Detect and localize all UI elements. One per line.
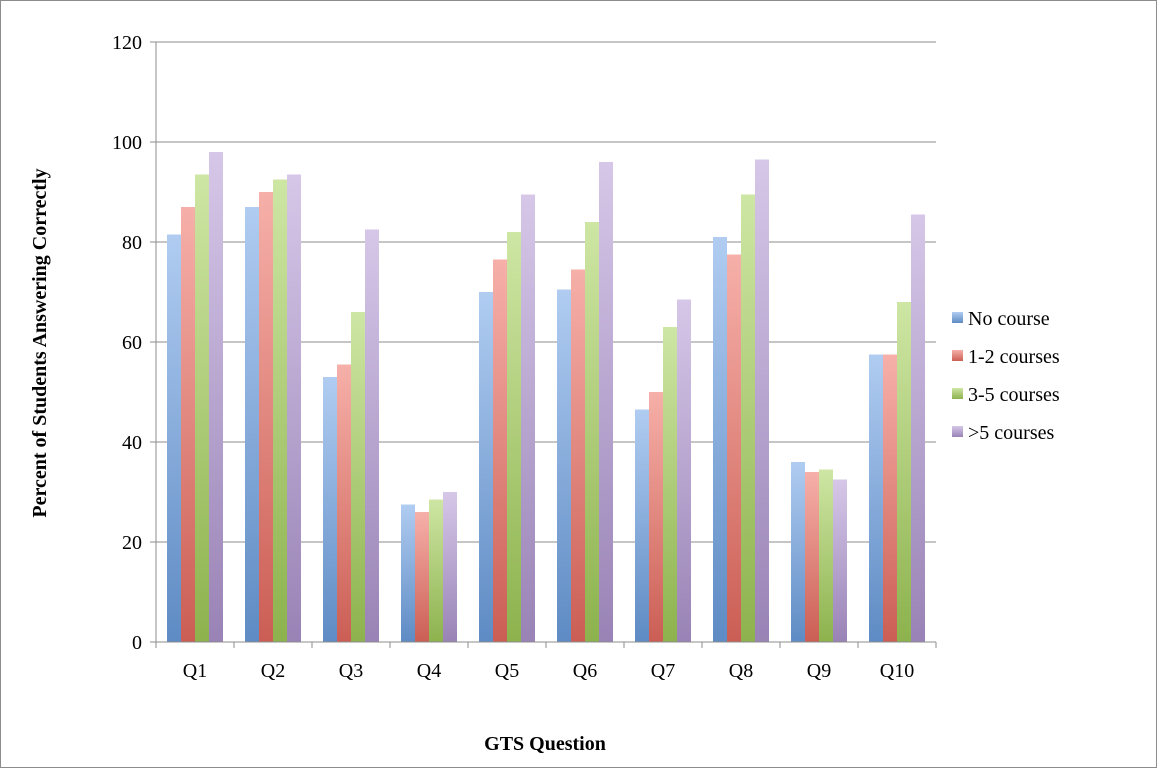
x-tick-label: Q10 [880,660,914,682]
bars [167,152,925,642]
bar [755,159,769,642]
x-tick-label: Q5 [495,660,519,682]
legend-swatch [952,388,963,399]
bar [649,392,663,642]
bar [727,254,741,642]
bar [557,289,571,642]
bar [181,207,195,642]
y-tick-label: 0 [132,632,142,654]
bar [911,214,925,642]
bar [259,192,273,642]
legend-swatch [952,312,963,323]
legend-label: No course [968,308,1050,330]
x-tick-label: Q7 [651,660,675,682]
bar [521,194,535,642]
bar [507,232,521,642]
bar [713,237,727,642]
y-axis-title: Percent of Students Answering Correctly [29,168,51,517]
bar [287,174,301,642]
bar [741,194,755,642]
x-tick-label: Q8 [729,660,753,682]
bar [429,499,443,642]
bar [443,492,457,642]
tick-labels: 0 20 40 60 80 100 120 Q1 Q2 Q3 Q4 Q5 Q6 Q7 Q8 Q9 Q10 [112,32,914,682]
bar [791,462,805,642]
y-tick-label: 120 [112,32,142,54]
bar [479,292,493,642]
y-tick-label: 60 [122,332,142,354]
x-tick-label: Q2 [261,660,285,682]
bar [663,327,677,642]
bar [415,512,429,642]
bar [195,174,209,642]
bar [323,377,337,642]
bar [351,312,365,642]
bar [209,152,223,642]
legend-swatch [952,426,963,437]
legend-swatch [952,350,963,361]
x-axis-title: GTS Question [484,733,606,755]
x-tick-label: Q6 [573,660,597,682]
bar [401,504,415,642]
bar [493,259,507,642]
legend: No course 1-2 courses 3-5 courses >5 course… [952,308,1060,444]
x-tick-label: Q3 [339,660,363,682]
x-tick-label: Q1 [183,660,207,682]
bar [365,229,379,642]
bar [337,364,351,642]
bar [245,207,259,642]
bar [883,354,897,642]
axes [150,41,937,648]
bar [635,409,649,642]
y-tick-label: 100 [112,132,142,154]
y-tick-label: 80 [122,232,142,254]
bar [273,179,287,642]
bar [897,302,911,642]
x-tick-label: Q4 [417,660,441,682]
legend-label: 3-5 courses [968,384,1060,406]
bar [819,469,833,642]
bar [869,354,883,642]
bar [833,479,847,642]
legend-label: 1-2 courses [968,346,1060,368]
bar [677,299,691,642]
y-tick-label: 20 [122,532,142,554]
bar [805,472,819,642]
bar [585,222,599,642]
x-tick-label: Q9 [807,660,831,682]
bar [167,234,181,642]
y-tick-label: 40 [122,432,142,454]
bar [599,162,613,642]
bar [571,269,585,642]
legend-label: >5 courses [968,422,1054,444]
